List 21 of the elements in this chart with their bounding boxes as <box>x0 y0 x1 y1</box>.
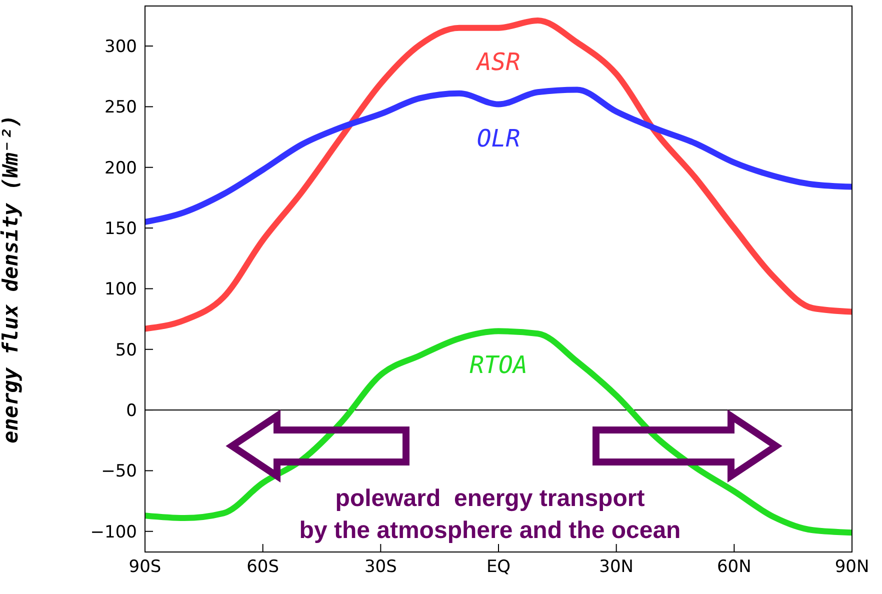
y-tick-label: 250 <box>104 98 137 118</box>
x-tick-label: 60S <box>246 557 280 578</box>
x-tick-label: 90N <box>834 557 870 578</box>
series-label: ASR <box>474 48 520 76</box>
y-tick-label: 150 <box>104 219 137 240</box>
y-axis-title: energy flux density (Wm⁻²) <box>0 114 22 444</box>
annotation: poleward energy transport by the atmosphere and the ocean <box>299 485 681 544</box>
y-tick-label: 50 <box>115 340 137 360</box>
x-tick-label: EQ <box>486 557 511 578</box>
x-tick-label: 30S <box>364 557 397 578</box>
x-tick-label: 90S <box>128 557 162 578</box>
series-label: RTOA <box>470 351 528 380</box>
y-tick-label: 300 <box>104 37 137 58</box>
y-tick-label: 0 <box>126 401 137 422</box>
x-tick-label: 30N <box>599 557 634 578</box>
y-tick-label: −100 <box>90 522 137 542</box>
y-tick-label: −50 <box>101 462 137 482</box>
y-tick-label: 100 <box>104 280 137 300</box>
series-label: OLR <box>476 124 520 152</box>
x-tick-label: 60N <box>716 557 752 578</box>
y-tick-label: 200 <box>104 158 137 178</box>
